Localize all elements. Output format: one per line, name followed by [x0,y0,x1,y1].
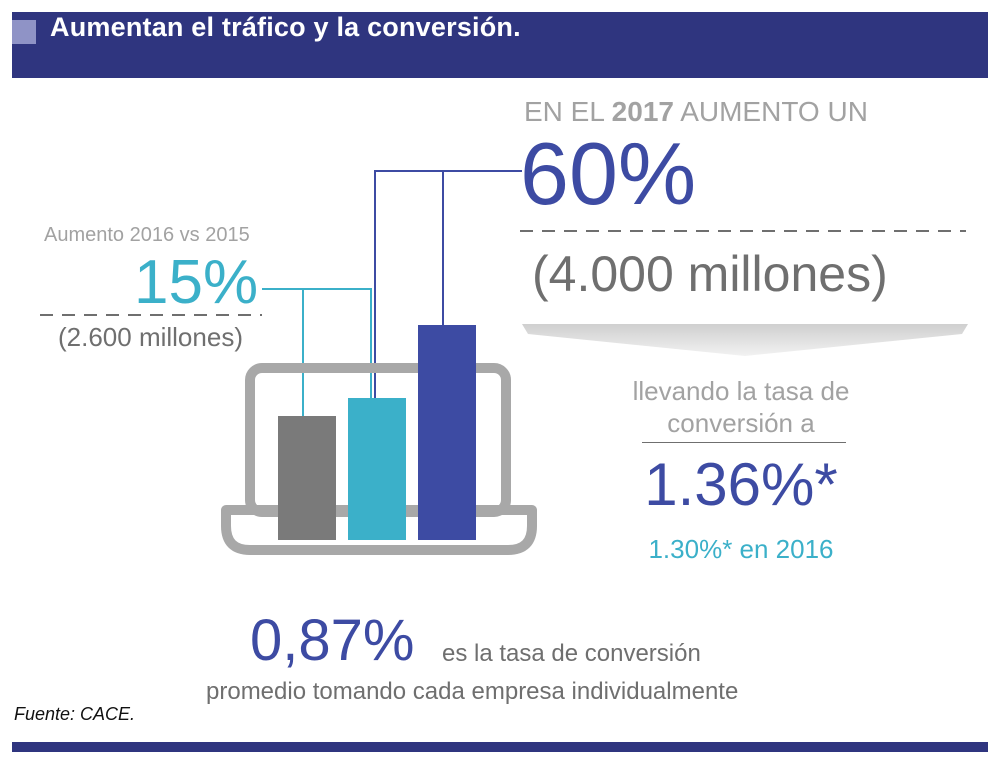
connector-2017-to-navy-bar [442,170,444,326]
conversion-divider [642,442,846,443]
page-title: Aumentan el tráfico y la conversión. [50,12,521,42]
conversion-previous: 1.30%* en 2016 [648,534,834,564]
growth-2016-dashed-divider [40,314,262,316]
growth-2017-heading-post: AUMENTO UN [673,96,868,127]
bottom-bar [12,742,988,752]
downward-arrow-icon [522,324,968,356]
growth-2016-label: Aumento 2016 vs 2015 [44,224,250,246]
connector-2016-horizontal [262,288,372,290]
header-square-icon [12,20,36,44]
growth-2016-percent: 15% [134,248,259,317]
growth-2017-heading-year: 2017 [611,96,674,127]
growth-2016-amount: (2.600 millones) [58,322,243,352]
growth-2017-heading-pre: EN EL [524,96,612,127]
bar-2017 [418,325,476,540]
connector-2016-to-teal-bar [370,288,372,398]
source-note: Fuente: CACE. [14,704,136,724]
bar-2015 [278,416,336,540]
conversion-label-line1: llevando la tasa de [632,376,850,406]
growth-2017-dashed-divider [520,230,966,232]
average-value: 0,87% [250,608,415,673]
average-text-line2: promedio tomando cada empresa individual… [206,678,739,705]
conversion-value: 1.36%* [644,451,838,518]
growth-2017-amount: (4.000 millones) [532,246,888,302]
growth-2017-percent: 60% [520,124,697,223]
growth-2017-heading: EN EL 2017 AUMENTO UN [524,96,868,128]
title-banner [12,12,988,78]
bar-2016 [348,398,406,540]
connector-2017-to-teal-bar [374,170,376,398]
conversion-label-line2: conversión a [667,408,815,438]
average-text-line1: es la tasa de conversión [442,640,701,667]
connector-2016-to-gray-bar [302,288,304,416]
connector-2017-horizontal [374,170,522,172]
